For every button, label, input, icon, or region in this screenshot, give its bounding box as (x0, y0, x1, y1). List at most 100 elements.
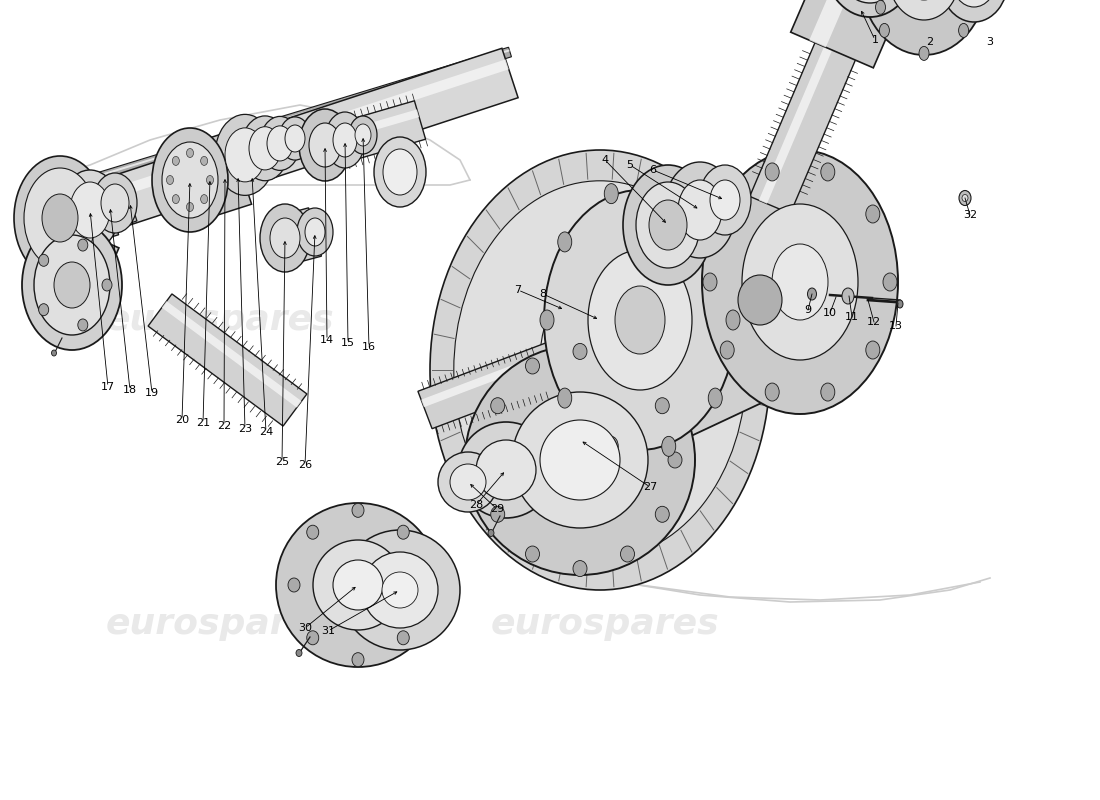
Ellipse shape (476, 440, 536, 500)
Ellipse shape (656, 506, 669, 522)
Ellipse shape (726, 310, 740, 330)
Ellipse shape (14, 156, 106, 280)
Polygon shape (307, 110, 419, 149)
Ellipse shape (187, 202, 194, 211)
Ellipse shape (305, 218, 324, 246)
Text: 6: 6 (649, 165, 657, 175)
Ellipse shape (260, 204, 310, 272)
Ellipse shape (309, 123, 341, 167)
Ellipse shape (101, 184, 129, 222)
Ellipse shape (526, 358, 539, 374)
Ellipse shape (297, 208, 333, 256)
Ellipse shape (540, 420, 620, 500)
Ellipse shape (821, 163, 835, 181)
Ellipse shape (698, 165, 751, 235)
Text: 7: 7 (515, 285, 521, 295)
Polygon shape (53, 190, 82, 214)
Ellipse shape (173, 157, 179, 166)
Ellipse shape (324, 112, 365, 168)
Ellipse shape (866, 341, 880, 359)
Ellipse shape (620, 358, 635, 374)
Ellipse shape (491, 506, 505, 522)
Polygon shape (278, 208, 321, 264)
Ellipse shape (959, 190, 971, 206)
Polygon shape (618, 233, 794, 342)
Text: 24: 24 (258, 427, 273, 437)
Ellipse shape (24, 168, 96, 268)
Text: 20: 20 (175, 415, 189, 425)
Ellipse shape (42, 194, 78, 242)
Text: 31: 31 (321, 626, 336, 636)
Polygon shape (23, 47, 512, 205)
Ellipse shape (397, 526, 409, 539)
Ellipse shape (558, 232, 572, 252)
Ellipse shape (488, 530, 494, 537)
Ellipse shape (678, 180, 722, 240)
Ellipse shape (397, 630, 409, 645)
Ellipse shape (352, 503, 364, 518)
Ellipse shape (540, 260, 700, 460)
Text: eurospares: eurospares (106, 303, 334, 337)
Polygon shape (46, 170, 99, 264)
Ellipse shape (565, 307, 625, 383)
Ellipse shape (656, 398, 669, 414)
Text: 17: 17 (101, 382, 116, 392)
Polygon shape (750, 31, 860, 214)
Text: 10: 10 (823, 308, 837, 318)
Ellipse shape (187, 149, 194, 158)
Text: 4: 4 (602, 155, 608, 165)
Polygon shape (791, 0, 911, 68)
Polygon shape (53, 236, 119, 336)
Ellipse shape (573, 561, 587, 577)
Ellipse shape (962, 194, 968, 202)
Ellipse shape (720, 341, 734, 359)
Polygon shape (111, 189, 129, 202)
Ellipse shape (575, 290, 675, 420)
Ellipse shape (720, 205, 734, 223)
Ellipse shape (374, 137, 426, 207)
Polygon shape (16, 48, 518, 257)
Polygon shape (421, 330, 609, 407)
Ellipse shape (860, 0, 988, 55)
Polygon shape (86, 190, 109, 208)
Ellipse shape (39, 304, 48, 316)
Ellipse shape (879, 23, 890, 38)
Ellipse shape (958, 23, 969, 38)
Ellipse shape (307, 630, 319, 645)
Ellipse shape (465, 345, 695, 575)
Ellipse shape (200, 194, 208, 203)
Ellipse shape (604, 436, 618, 456)
Ellipse shape (285, 125, 305, 152)
Ellipse shape (766, 383, 779, 401)
Ellipse shape (296, 650, 303, 657)
Ellipse shape (355, 124, 371, 146)
Polygon shape (81, 178, 119, 241)
Text: 22: 22 (217, 421, 231, 431)
Ellipse shape (78, 319, 88, 331)
Ellipse shape (836, 0, 904, 3)
Ellipse shape (821, 383, 835, 401)
Text: 14: 14 (320, 335, 334, 345)
Polygon shape (810, 0, 864, 47)
Ellipse shape (952, 0, 996, 7)
Text: 9: 9 (804, 305, 812, 315)
Text: 1: 1 (871, 35, 879, 45)
Ellipse shape (22, 220, 122, 350)
Ellipse shape (333, 560, 383, 610)
Text: 32: 32 (962, 210, 977, 220)
Ellipse shape (573, 343, 587, 359)
Polygon shape (75, 256, 110, 286)
Ellipse shape (362, 552, 438, 628)
Polygon shape (305, 101, 426, 171)
Ellipse shape (260, 117, 300, 170)
Text: 27: 27 (642, 482, 657, 492)
Ellipse shape (807, 288, 816, 300)
Ellipse shape (39, 254, 48, 266)
Ellipse shape (918, 46, 930, 61)
Ellipse shape (166, 175, 174, 185)
Ellipse shape (883, 273, 896, 291)
Text: 5: 5 (627, 160, 634, 170)
Ellipse shape (896, 300, 903, 308)
Ellipse shape (540, 310, 554, 330)
Ellipse shape (438, 452, 498, 512)
